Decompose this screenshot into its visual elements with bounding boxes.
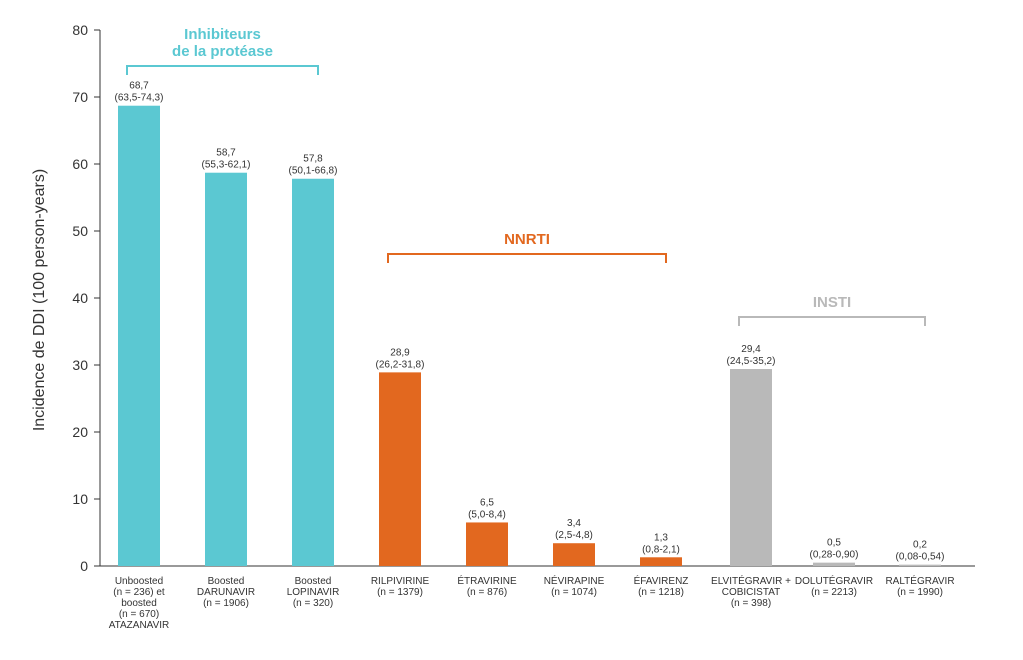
x-tick-label: (n = 398) bbox=[731, 598, 771, 609]
x-tick-label: DARUNAVIR bbox=[197, 587, 255, 598]
x-tick-label: (n = 236) et bbox=[113, 587, 165, 598]
x-tick-label: boosted bbox=[121, 598, 157, 609]
x-tick-label: RALTÉGRAVIR bbox=[885, 574, 954, 587]
bar-value-label: 58,7 bbox=[216, 148, 236, 159]
bar bbox=[379, 372, 421, 566]
bar bbox=[292, 178, 334, 567]
y-tick-label: 0 bbox=[80, 558, 88, 574]
bar-ci-label: (5,0-8,4) bbox=[468, 509, 506, 520]
group-label: NNRTI bbox=[504, 231, 550, 248]
bar-ci-label: (26,2-31,8) bbox=[376, 359, 425, 370]
bar bbox=[205, 172, 247, 566]
bar bbox=[899, 564, 941, 566]
x-tick-label: DOLUTÉGRAVIR bbox=[795, 574, 873, 587]
bar-ci-label: (0,08-0,54) bbox=[896, 552, 945, 563]
bar-value-label: 6,5 bbox=[480, 497, 494, 508]
x-tick-label: (n = 320) bbox=[293, 598, 333, 609]
x-tick-label: ÉFAVIRENZ bbox=[634, 574, 689, 587]
y-tick-label: 40 bbox=[72, 290, 88, 306]
group-label: Inhibiteurs bbox=[184, 26, 261, 43]
y-tick-label: 70 bbox=[72, 89, 88, 105]
x-tick-label: (n = 876) bbox=[467, 587, 507, 598]
group-bracket bbox=[387, 253, 667, 263]
x-tick-label: ÉTRAVIRINE bbox=[457, 574, 517, 587]
bar-labels: 68,7(63,5-74,3) Unboosted(n = 236) etboos… bbox=[109, 81, 955, 631]
y-tick-label: 80 bbox=[72, 22, 88, 38]
bar bbox=[118, 105, 160, 567]
bar-ci-label: (0,8-2,1) bbox=[642, 544, 680, 555]
x-tick-label: (n = 1218) bbox=[638, 587, 684, 598]
y-tick-label: 20 bbox=[72, 424, 88, 440]
bar-ci-label: (55,3-62,1) bbox=[202, 160, 251, 171]
bar-ci-label: (50,1-66,8) bbox=[289, 166, 338, 177]
group-label: de la protéase bbox=[172, 43, 273, 60]
bar-value-label: 1,3 bbox=[654, 532, 668, 543]
x-tick-label: Boosted bbox=[208, 576, 245, 587]
x-tick-label: RILPIVIRINE bbox=[371, 576, 430, 587]
bar-value-label: 0,2 bbox=[913, 540, 927, 551]
x-tick-label: Boosted bbox=[295, 576, 332, 587]
bar bbox=[466, 522, 508, 566]
y-tick-label: 60 bbox=[72, 156, 88, 172]
x-tick-label: (n = 1379) bbox=[377, 587, 423, 598]
group-label: INSTI bbox=[813, 294, 851, 311]
bar bbox=[640, 557, 682, 566]
x-tick-label: (n = 1990) bbox=[897, 587, 943, 598]
x-tick-label: (n = 1906) bbox=[203, 598, 249, 609]
bar-value-label: 3,4 bbox=[567, 518, 581, 529]
bar-value-label: 57,8 bbox=[303, 154, 323, 165]
y-axis-label: Incidence de DDI (100 person-years) bbox=[31, 169, 48, 431]
bar-value-label: 29,4 bbox=[741, 344, 761, 355]
x-tick-label: COBICISTAT bbox=[722, 587, 781, 598]
x-tick-label: (n = 670) bbox=[119, 609, 159, 620]
y-tick-label: 50 bbox=[72, 223, 88, 239]
x-tick-label: NÉVIRAPINE bbox=[544, 574, 605, 587]
bar-ci-label: (2,5-4,8) bbox=[555, 530, 593, 541]
group-bracket bbox=[126, 65, 319, 75]
bar-value-label: 0,5 bbox=[827, 538, 841, 549]
bar-ci-label: (24,5-35,2) bbox=[727, 356, 776, 367]
x-tick-label: (n = 2213) bbox=[811, 587, 857, 598]
bar bbox=[813, 562, 855, 566]
x-tick-label: ATAZANAVIR bbox=[109, 620, 170, 631]
x-tick-label: Unboosted bbox=[115, 576, 163, 587]
bar-ci-label: (63,5-74,3) bbox=[115, 93, 164, 104]
bar-value-label: 28,9 bbox=[390, 347, 410, 358]
x-tick-label: ELVITÉGRAVIR + bbox=[711, 574, 791, 587]
bar-ci-label: (0,28-0,90) bbox=[810, 550, 859, 561]
group-bracket bbox=[738, 316, 926, 326]
bars bbox=[118, 105, 941, 567]
bar bbox=[553, 543, 595, 566]
x-tick-label: LOPINAVIR bbox=[287, 587, 340, 598]
y-tick-label: 30 bbox=[72, 357, 88, 373]
bar bbox=[730, 369, 772, 566]
bar-value-label: 68,7 bbox=[129, 81, 149, 92]
y-tick-label: 10 bbox=[72, 491, 88, 507]
x-tick-label: (n = 1074) bbox=[551, 587, 597, 598]
